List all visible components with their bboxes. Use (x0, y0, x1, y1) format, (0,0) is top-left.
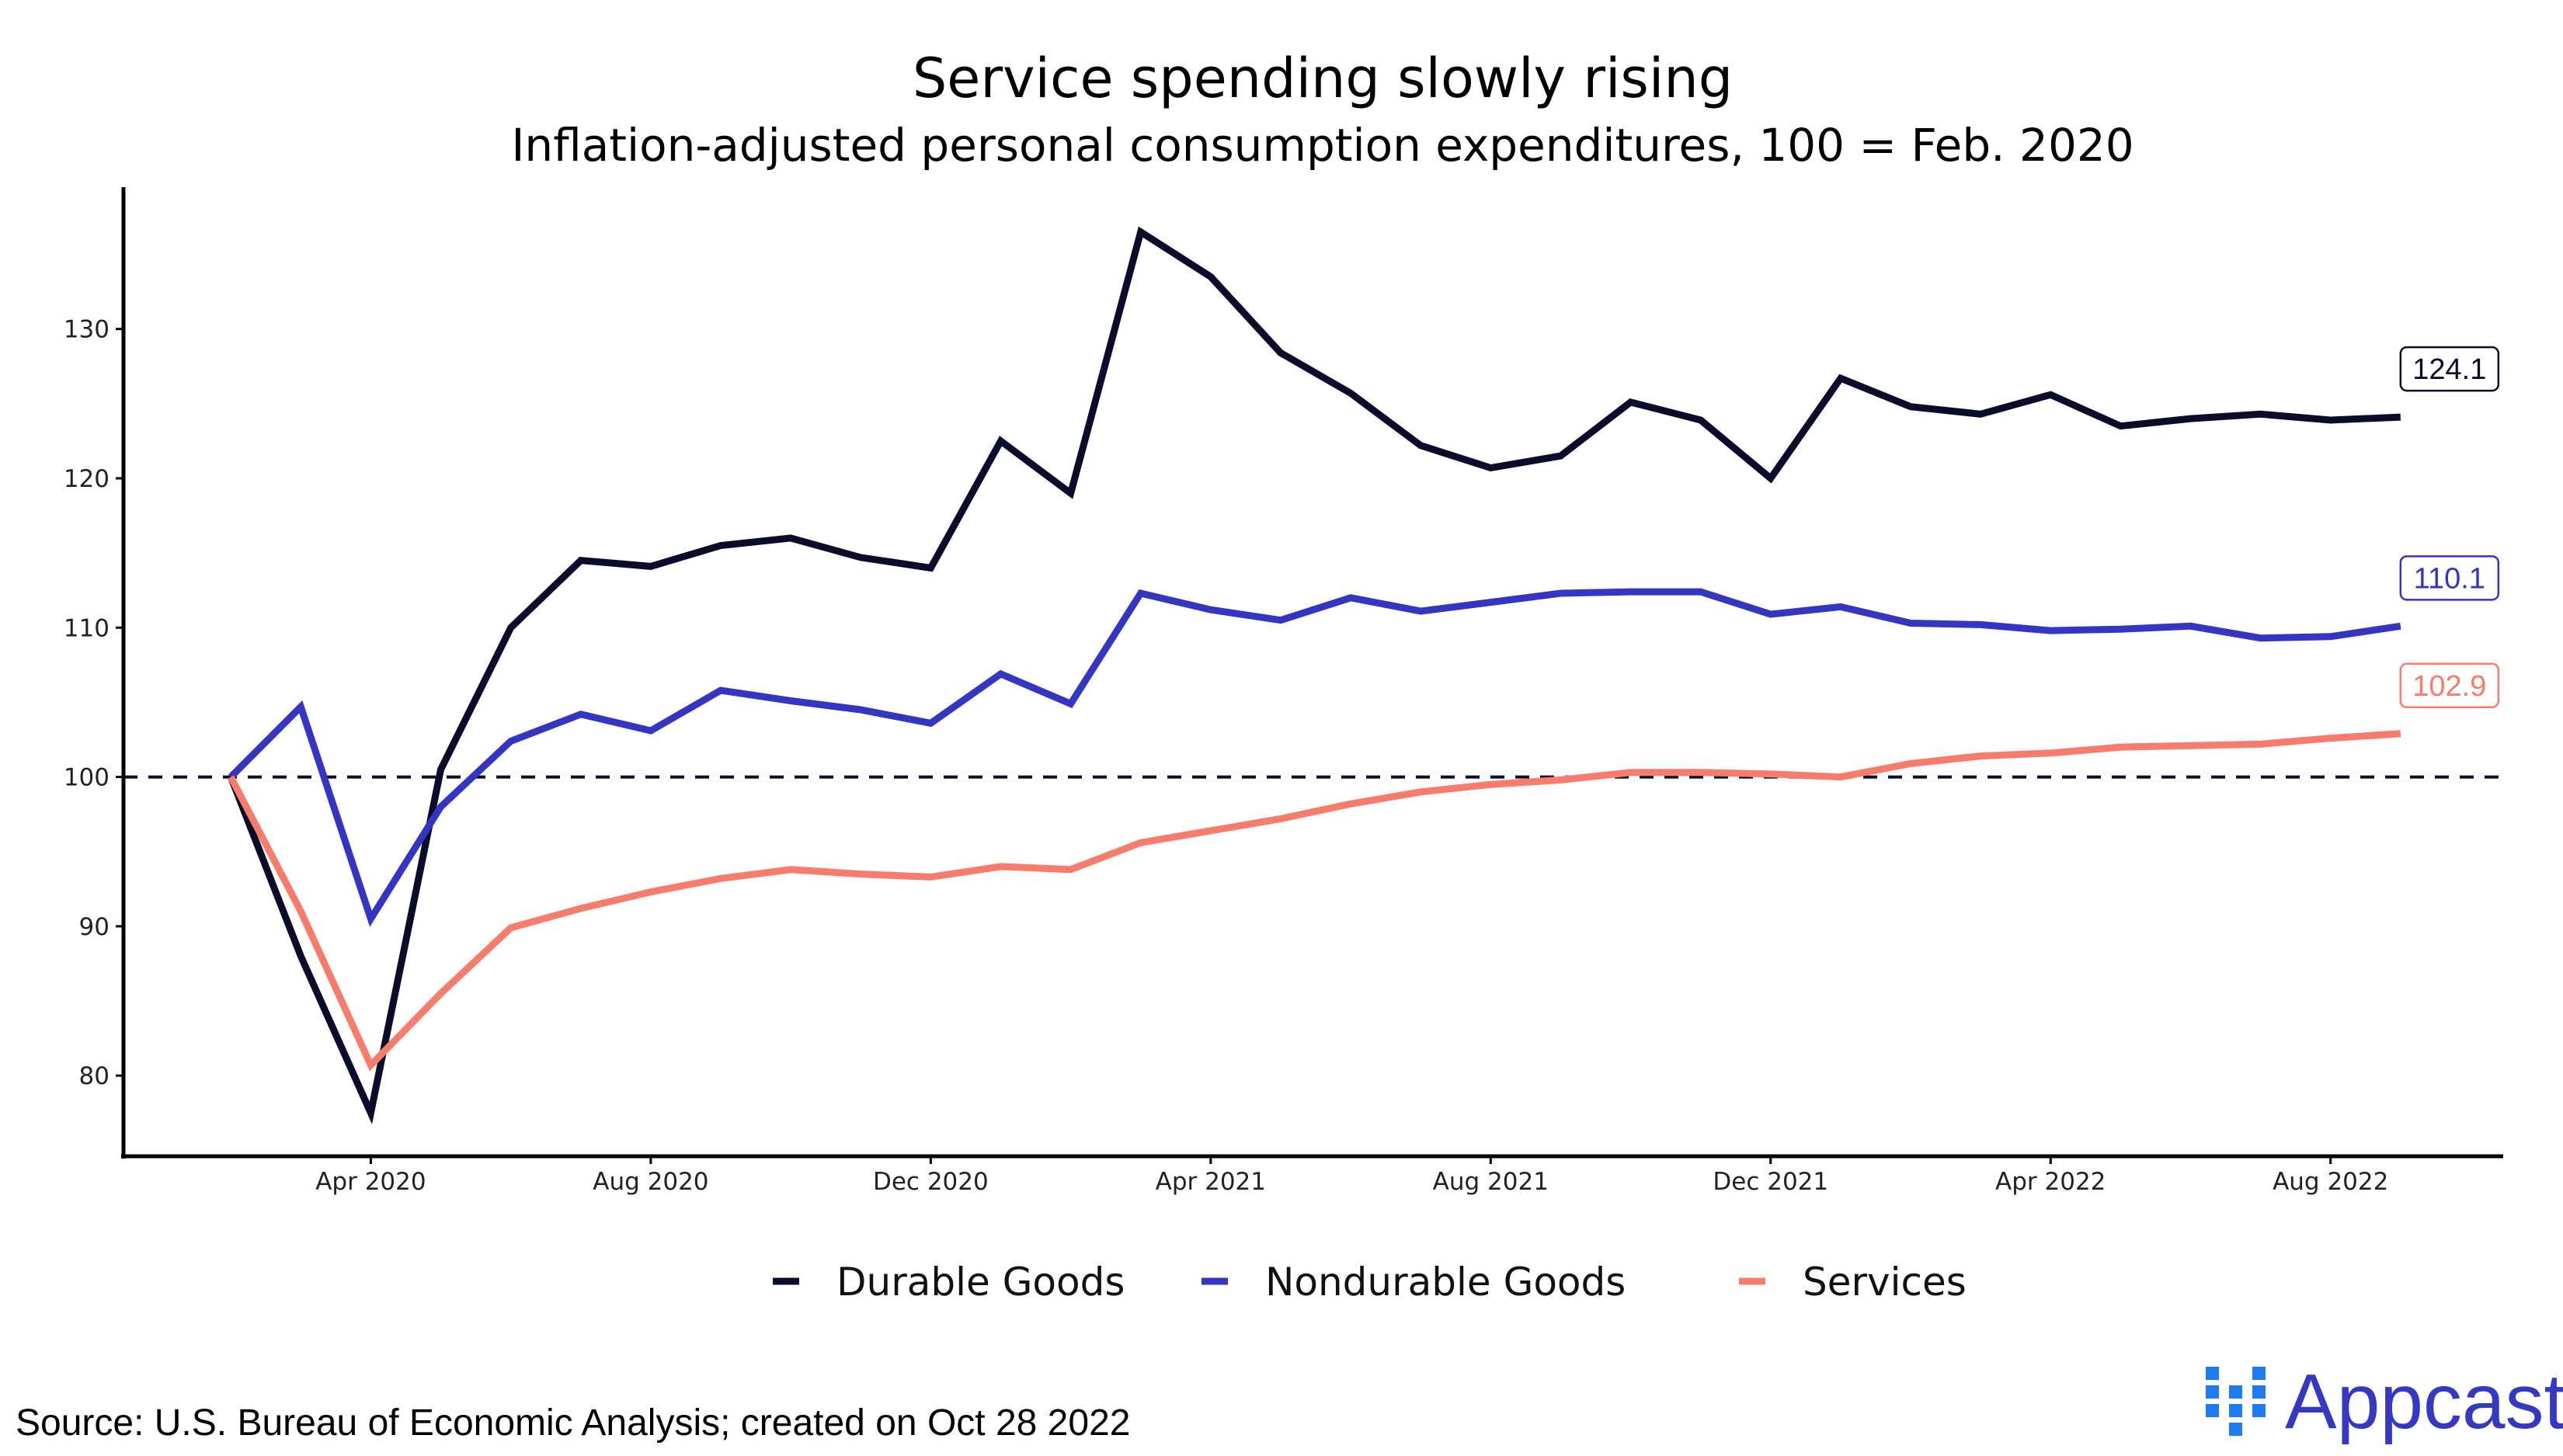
series-line-services (228, 730, 2401, 1072)
end-label: 102.9 (2412, 670, 2486, 703)
legend: Durable Goods Nondurable Goods Services (773, 1260, 1967, 1305)
end-labels: 124.1 110.1 102.9 (2399, 346, 2500, 709)
y-tick-label: 130 (64, 316, 110, 344)
appcast-logo: Appcast ™ (2206, 1363, 2563, 1440)
x-tick-label: Aug 2021 (1433, 1168, 1549, 1196)
legend-label: Durable Goods (836, 1260, 1125, 1305)
logo-square (2252, 1404, 2266, 1417)
y-tick-label: 110 (64, 614, 110, 642)
chart-subtitle: Inflation-adjusted personal consumption … (511, 119, 2134, 172)
x-tick-label: Apr 2021 (1156, 1168, 1266, 1196)
logo-square (2206, 1367, 2219, 1380)
y-tick-label: 80 (79, 1062, 110, 1090)
logo-square (2229, 1385, 2242, 1399)
source-note: Source: U.S. Bureau of Economic Analysis… (16, 1402, 1131, 1444)
legend-label: Services (1803, 1260, 1967, 1305)
logo-square (2252, 1385, 2266, 1399)
chart-title: Service spending slowly rising (913, 47, 1733, 110)
series-line-nondurable-goods (228, 588, 2401, 927)
logo-square (2206, 1385, 2219, 1399)
x-tick-label: Aug 2022 (2273, 1168, 2388, 1196)
logo-square (2206, 1404, 2219, 1417)
logo-squares-icon (2206, 1367, 2266, 1436)
logo-text: Appcast (2285, 1358, 2563, 1445)
x-tick-label: Apr 2020 (315, 1168, 426, 1196)
y-tick-label: 100 (64, 764, 110, 792)
end-label: 124.1 (2412, 353, 2486, 386)
end-label-box (2399, 662, 2500, 709)
legend-label: Nondurable Goods (1265, 1260, 1626, 1305)
axes: 80 90 100 110 120 130 Apr 2020 Aug 2020 Dec 2020… (64, 187, 2503, 1196)
logo-square (2252, 1367, 2266, 1380)
y-tick-label: 90 (79, 913, 110, 941)
y-tick-label: 120 (64, 465, 110, 493)
series-line-durable-goods (228, 226, 2401, 1124)
logo-square (2229, 1404, 2242, 1417)
x-tick-label: Dec 2020 (873, 1168, 989, 1196)
logo-square (2229, 1423, 2242, 1436)
end-label-box (2399, 346, 2500, 392)
x-tick-label: Dec 2021 (1713, 1168, 1828, 1196)
end-label-box (2399, 555, 2500, 601)
end-label: 110.1 (2414, 562, 2485, 595)
series-lines (228, 226, 2401, 1124)
x-tick-label: Aug 2020 (593, 1168, 708, 1196)
x-tick-label: Apr 2022 (1995, 1168, 2106, 1196)
